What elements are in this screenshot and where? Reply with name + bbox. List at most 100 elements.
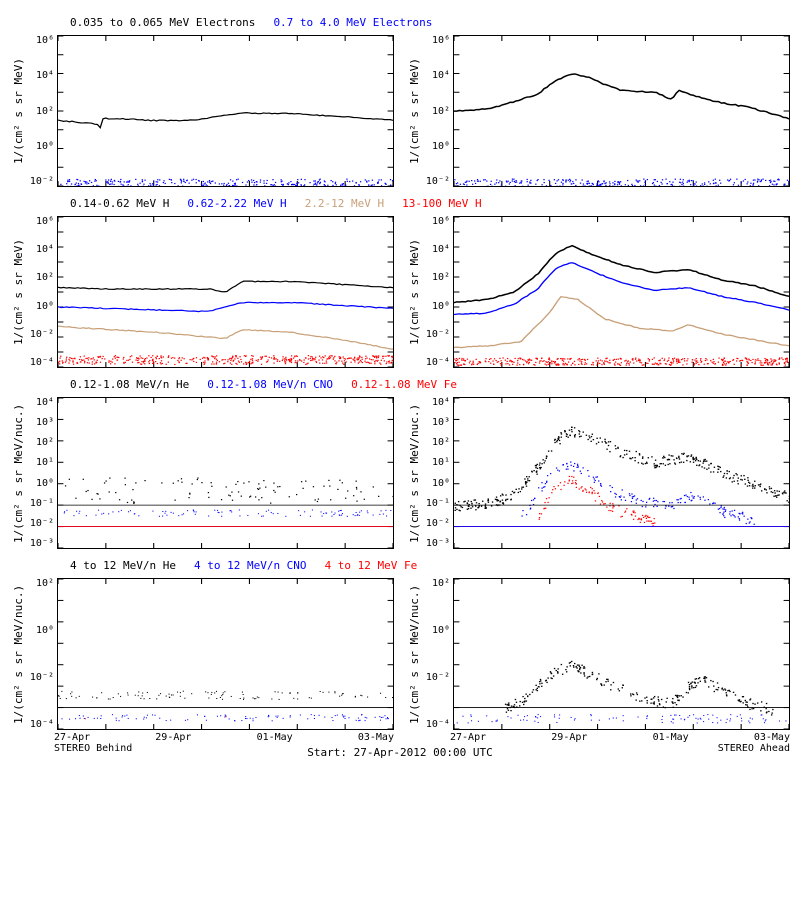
y-tick-label: 10⁰ xyxy=(28,478,54,489)
y-tick-label: 10⁻⁴ xyxy=(28,357,54,368)
y-tick-label: 10¹ xyxy=(28,457,54,468)
x-tick-label: 29-Apr xyxy=(551,732,587,743)
y-tick-label: 10² xyxy=(424,437,450,448)
y-tick-label: 10⁶ xyxy=(28,216,54,227)
y-ticks: 10⁴10³10²10¹10⁰10⁻¹10⁻²10⁻³ xyxy=(28,397,57,549)
legend-row-0: 0.035 to 0.065 MeV Electrons 0.7 to 4.0 M… xyxy=(10,16,790,29)
y-tick-label: 10² xyxy=(424,578,450,589)
right-spacecraft-label: STEREO Ahead xyxy=(450,743,790,754)
y-tick-label: 10⁻⁴ xyxy=(424,719,450,730)
y-tick-label: 10⁻² xyxy=(28,176,54,187)
y-tick-label: 10⁴ xyxy=(28,397,54,408)
y-tick-label: 10⁻³ xyxy=(28,538,54,549)
y-tick-label: 10⁻² xyxy=(424,176,450,187)
panel-r1-c0: 1/(cm² s sr MeV)10⁶ 10⁴ 10² 10⁰ 10⁻² 10⁻⁴ xyxy=(10,216,394,368)
legend-item: 0.14-0.62 MeV H xyxy=(70,197,169,210)
y-tick-label: 10⁰ xyxy=(424,301,450,312)
x-tick-label: 01-May xyxy=(257,732,293,743)
panel-r3-c1: 1/(cm² s sr MeV/nuc.)10² 10⁰ 10⁻² 10⁻⁴27-Ap… xyxy=(406,578,790,754)
y-ticks: 10⁶ 10⁴ 10² 10⁰ 10⁻² 10⁻⁴ xyxy=(28,216,57,368)
plot-area xyxy=(57,397,394,549)
y-tick-label: 10⁻⁴ xyxy=(28,719,54,730)
y-axis-label: 1/(cm² s sr MeV) xyxy=(10,216,28,368)
legend-item: 0.035 to 0.065 MeV Electrons xyxy=(70,16,255,29)
y-tick-label: 10⁻² xyxy=(28,672,54,683)
legend-row-3: 4 to 12 MeV/n He 4 to 12 MeV/n CNO 4 to 12… xyxy=(10,559,790,572)
y-tick-label: 10² xyxy=(28,437,54,448)
panel-r0-c0: 1/(cm² s sr MeV)10⁶ 10⁴ 10² 10⁰ 10⁻² xyxy=(10,35,394,187)
x-ticks: 27-Apr 29-Apr 01-May 03-May xyxy=(54,730,394,743)
y-tick-label: 10³ xyxy=(28,417,54,428)
x-tick-label: 29-Apr xyxy=(155,732,191,743)
y-tick-label: 10⁴ xyxy=(28,244,54,255)
plot-area xyxy=(453,397,790,549)
y-tick-label: 10⁻² xyxy=(424,329,450,340)
x-tick-label: 03-May xyxy=(358,732,394,743)
x-tick-label: 27-Apr xyxy=(54,732,90,743)
y-tick-label: 10² xyxy=(424,272,450,283)
panel-r2-c0: 1/(cm² s sr MeV/nuc.)10⁴10³10²10¹10⁰10⁻¹… xyxy=(10,397,394,549)
y-tick-label: 10³ xyxy=(424,417,450,428)
legend-item: 0.7 to 4.0 MeV Electrons xyxy=(273,16,432,29)
y-tick-label: 10⁻¹ xyxy=(424,498,450,509)
y-axis-label: 1/(cm² s sr MeV) xyxy=(406,35,424,187)
y-tick-label: 10² xyxy=(28,578,54,589)
y-tick-label: 10² xyxy=(424,106,450,117)
x-tick-label: 27-Apr xyxy=(450,732,486,743)
x-ticks: 27-Apr 29-Apr 01-May 03-May xyxy=(450,730,790,743)
y-tick-label: 10⁰ xyxy=(28,141,54,152)
y-tick-label: 10⁴ xyxy=(424,244,450,255)
y-axis-label: 1/(cm² s sr MeV) xyxy=(10,35,28,187)
legend-item: 0.62-2.22 MeV H xyxy=(187,197,286,210)
y-tick-label: 10⁶ xyxy=(28,35,54,46)
legend-item: 4 to 12 MeV/n CNO xyxy=(194,559,307,572)
y-tick-label: 10⁴ xyxy=(28,70,54,81)
y-ticks: 10² 10⁰ 10⁻² 10⁻⁴ xyxy=(424,578,453,730)
legend-item: 0.12-1.08 MeV Fe xyxy=(351,378,457,391)
y-tick-label: 10⁰ xyxy=(424,625,450,636)
y-tick-label: 10⁶ xyxy=(424,216,450,227)
y-ticks: 10⁶ 10⁴ 10² 10⁰ 10⁻² xyxy=(424,35,453,187)
panel-r3-c0: 1/(cm² s sr MeV/nuc.)10² 10⁰ 10⁻² 10⁻⁴27-Ap… xyxy=(10,578,394,754)
y-tick-label: 10⁻² xyxy=(28,518,54,529)
y-tick-label: 10⁴ xyxy=(424,397,450,408)
y-ticks: 10⁶ 10⁴ 10² 10⁰ 10⁻² 10⁻⁴ xyxy=(424,216,453,368)
y-ticks: 10⁴10³10²10¹10⁰10⁻¹10⁻²10⁻³ xyxy=(424,397,453,549)
y-tick-label: 10⁰ xyxy=(28,625,54,636)
y-ticks: 10⁶ 10⁴ 10² 10⁰ 10⁻² xyxy=(28,35,57,187)
y-tick-label: 10⁰ xyxy=(28,301,54,312)
y-tick-label: 10⁻² xyxy=(424,518,450,529)
y-ticks: 10² 10⁰ 10⁻² 10⁻⁴ xyxy=(28,578,57,730)
plot-area xyxy=(453,35,790,187)
legend-item: 0.12-1.08 MeV/n He xyxy=(70,378,189,391)
legend-item: 0.12-1.08 MeV/n CNO xyxy=(207,378,333,391)
y-tick-label: 10² xyxy=(28,272,54,283)
panel-r1-c1: 1/(cm² s sr MeV)10⁶ 10⁴ 10² 10⁰ 10⁻² 10⁻⁴ xyxy=(406,216,790,368)
plot-area xyxy=(453,578,790,730)
y-tick-label: 10⁶ xyxy=(424,35,450,46)
legend-item: 4 to 12 MeV/n He xyxy=(70,559,176,572)
y-tick-label: 10⁰ xyxy=(424,141,450,152)
y-tick-label: 10⁰ xyxy=(424,478,450,489)
legend-item: 13-100 MeV H xyxy=(402,197,481,210)
y-tick-label: 10² xyxy=(28,106,54,117)
y-tick-label: 10⁻⁴ xyxy=(424,357,450,368)
y-tick-label: 10⁻² xyxy=(28,329,54,340)
legend-item: 4 to 12 MeV Fe xyxy=(325,559,418,572)
legend-row-1: 0.14-0.62 MeV H 0.62-2.22 MeV H 2.2-12 MeV… xyxy=(10,197,790,210)
x-tick-label: 03-May xyxy=(754,732,790,743)
y-axis-label: 1/(cm² s sr MeV) xyxy=(406,216,424,368)
panel-r0-c1: 1/(cm² s sr MeV)10⁶ 10⁴ 10² 10⁰ 10⁻² xyxy=(406,35,790,187)
y-tick-label: 10⁻³ xyxy=(424,538,450,549)
legend-item: 2.2-12 MeV H xyxy=(305,197,384,210)
left-spacecraft-label: STEREO Behind xyxy=(54,743,394,754)
plot-area xyxy=(57,216,394,368)
y-axis-label: 1/(cm² s sr MeV/nuc.) xyxy=(406,397,424,549)
plot-area xyxy=(453,216,790,368)
y-tick-label: 10⁴ xyxy=(424,70,450,81)
y-axis-label: 1/(cm² s sr MeV/nuc.) xyxy=(406,578,424,730)
y-tick-label: 10⁻² xyxy=(424,672,450,683)
y-axis-label: 1/(cm² s sr MeV/nuc.) xyxy=(10,397,28,549)
y-axis-label: 1/(cm² s sr MeV/nuc.) xyxy=(10,578,28,730)
x-tick-label: 01-May xyxy=(653,732,689,743)
